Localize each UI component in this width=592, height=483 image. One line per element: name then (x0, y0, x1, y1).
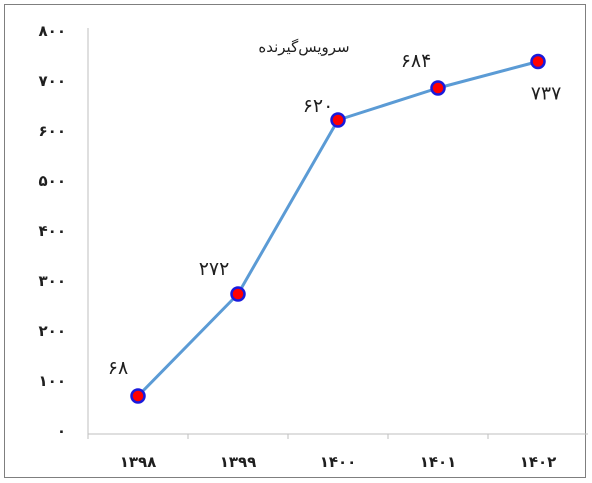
data-point (430, 80, 446, 96)
y-axis: ۰ ۱۰۰ ۲۰۰ ۳۰۰ ۴۰۰ ۵۰۰ ۶۰۰ ۷۰۰ ۸۰۰ (39, 22, 89, 440)
y-tick-label: ۸۰۰ (39, 22, 66, 40)
data-label: ۶۸۴ (401, 50, 432, 72)
chart-frame (4, 4, 586, 478)
y-tick-label: ۵۰۰ (39, 172, 66, 190)
x-tick-label: ۱۳۹۹ (220, 453, 257, 471)
x-axis: ۱۳۹۸ ۱۳۹۹ ۱۴۰۰ ۱۴۰۱ ۱۴۰۲ (87, 433, 588, 471)
data-labels: ۶۸ ۲۷۲ ۶۲۰ ۶۸۴ ۷۳۷ (108, 50, 562, 379)
x-tick-label: ۱۴۰۱ (420, 453, 457, 471)
y-tick-label: ۴۰۰ (39, 222, 66, 240)
data-point (230, 286, 246, 302)
x-tick-label: ۱۴۰۲ (520, 453, 557, 471)
y-tick-label: ۶۰۰ (39, 122, 66, 140)
x-tick-label: ۱۴۰۰ (320, 453, 357, 471)
data-point (330, 112, 346, 128)
data-point (530, 53, 546, 70)
y-tick-label: ۳۰۰ (39, 272, 66, 290)
data-point (130, 388, 146, 404)
series (130, 53, 546, 404)
data-label: ۲۷۲ (199, 258, 230, 280)
y-tick-label: ۷۰۰ (39, 72, 66, 90)
y-tick-label: ۲۰۰ (39, 322, 66, 340)
x-tick-label: ۱۳۹۸ (120, 453, 157, 471)
series-line (136, 60, 539, 398)
data-label: ۶۲۰ (303, 95, 334, 117)
y-tick-label: ۰ (57, 422, 66, 440)
data-label: ۶۸ (108, 357, 128, 379)
data-label: ۷۳۷ (531, 83, 562, 105)
series-title: سرویس‌گیرنده (258, 38, 349, 56)
y-tick-label: ۱۰۰ (39, 372, 66, 390)
